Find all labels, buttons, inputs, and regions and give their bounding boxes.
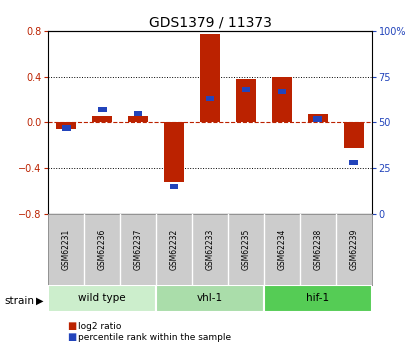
- Bar: [344, 122, 364, 148]
- Text: GSM62235: GSM62235: [241, 229, 250, 270]
- Text: vhl-1: vhl-1: [197, 294, 223, 303]
- Text: GSM62237: GSM62237: [134, 229, 143, 270]
- Text: GSM62232: GSM62232: [170, 229, 178, 270]
- Bar: [278, 89, 286, 94]
- Text: log2 ratio: log2 ratio: [78, 322, 121, 331]
- Text: GSM62231: GSM62231: [62, 229, 71, 270]
- Bar: [264, 285, 372, 312]
- Bar: [134, 111, 142, 116]
- Bar: [308, 115, 328, 122]
- Bar: [236, 79, 256, 122]
- Bar: [128, 116, 148, 122]
- Bar: [206, 96, 214, 101]
- Text: ■: ■: [67, 333, 76, 342]
- Bar: [92, 116, 112, 122]
- Text: GSM62239: GSM62239: [349, 229, 358, 270]
- Text: GSM62234: GSM62234: [277, 229, 286, 270]
- Bar: [164, 122, 184, 182]
- Bar: [62, 125, 71, 131]
- Text: GSM62238: GSM62238: [313, 229, 322, 270]
- Bar: [98, 107, 107, 112]
- Bar: [349, 160, 358, 166]
- Text: percentile rank within the sample: percentile rank within the sample: [78, 333, 231, 342]
- Text: hif-1: hif-1: [306, 294, 329, 303]
- Bar: [156, 285, 264, 312]
- Bar: [170, 184, 178, 189]
- Bar: [241, 87, 250, 92]
- Bar: [48, 285, 156, 312]
- Bar: [56, 122, 76, 129]
- Text: GSM62233: GSM62233: [205, 229, 215, 270]
- Text: wild type: wild type: [79, 294, 126, 303]
- Text: ▶: ▶: [36, 296, 44, 306]
- Bar: [313, 116, 322, 121]
- Title: GDS1379 / 11373: GDS1379 / 11373: [149, 16, 271, 30]
- Text: GSM62236: GSM62236: [98, 229, 107, 270]
- Text: strain: strain: [4, 296, 34, 306]
- Bar: [200, 34, 220, 122]
- Bar: [272, 77, 292, 122]
- Text: ■: ■: [67, 321, 76, 331]
